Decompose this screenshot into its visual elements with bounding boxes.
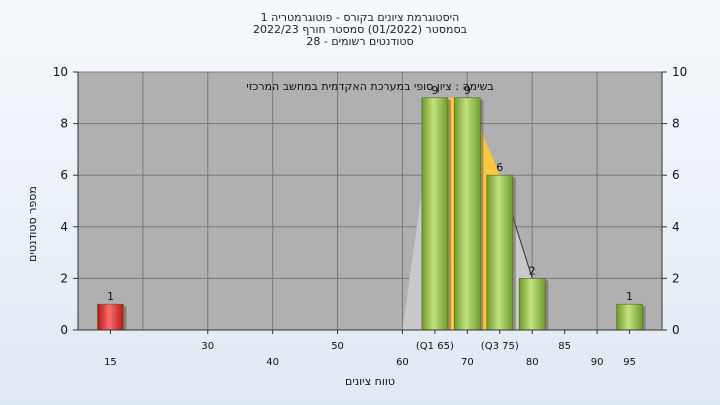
y-tick-label-right: 8 xyxy=(672,117,680,131)
bar-data-label: 2 xyxy=(529,264,536,277)
y-tick-label-left: 10 xyxy=(53,65,68,79)
bar-data-label: 1 xyxy=(626,290,633,303)
plot-area xyxy=(77,71,663,331)
y-axis-label: מספר סטודנטים xyxy=(26,186,39,262)
bar xyxy=(454,97,481,331)
y-tick-label-right: 4 xyxy=(672,220,680,234)
x-tick-label-upper: (Q3 75) xyxy=(481,341,519,352)
bar-data-label: 9 xyxy=(464,84,471,97)
chart-annotation: בשימה : ציון סופי במערכת האקדמית במחשב ה… xyxy=(246,80,494,93)
bar-data-label: 1 xyxy=(107,290,114,303)
y-tick-label-right: 6 xyxy=(672,168,680,182)
chart-title-line-3: סטודנטים רשומים - 28 xyxy=(306,35,414,48)
chart-title-line-2: בסמסטר (01/2022) סמסטר חורף 2022/23 xyxy=(253,23,467,36)
x-tick-label-lower: 40 xyxy=(266,357,279,368)
x-tick-label-upper: 50 xyxy=(331,341,344,352)
y-tick-label-left: 0 xyxy=(60,323,68,337)
x-tick-label-upper: (Q1 65) xyxy=(416,341,454,352)
x-tick-label-lower: 70 xyxy=(461,357,474,368)
bar xyxy=(421,97,449,331)
y-tick-label-right: 2 xyxy=(672,271,680,285)
chart-title-line-1: היסטוגרמת ציונים בקורס - פוטוגרמטריה 1 xyxy=(260,11,460,24)
bars: 1 9 9 6 2 1 xyxy=(97,84,646,331)
bar xyxy=(97,303,124,331)
x-tick-label-lower: 80 xyxy=(526,357,539,368)
bar xyxy=(616,303,643,331)
y-tick-label-left: 6 xyxy=(60,168,68,182)
y-tick-label-right: 10 xyxy=(672,65,687,79)
bar xyxy=(518,278,546,331)
x-tick-label-lower: 60 xyxy=(396,357,409,368)
x-tick-label-lower: 95 xyxy=(623,357,636,368)
x-tick-label-upper: 30 xyxy=(201,341,214,352)
y-tick-label-left: 8 xyxy=(60,117,68,131)
y-tick-label-left: 4 xyxy=(60,220,68,234)
x-tick-label-upper: 85 xyxy=(558,341,571,352)
x-tick-label-lower: 15 xyxy=(104,357,117,368)
bar xyxy=(486,174,514,331)
bar-data-label: 9 xyxy=(431,84,438,97)
y-tick-label-left: 2 xyxy=(60,271,68,285)
bar-data-label: 6 xyxy=(496,161,503,174)
axes: 0 0 2 2 4 4 6 6 8 8 10 10 30 50 (Q1 65) (Q3 75) 85 15 40 60… xyxy=(53,65,688,368)
x-tick-label-lower: 90 xyxy=(591,357,604,368)
x-axis-label: טווח ציונים xyxy=(345,375,395,388)
y-tick-label-right: 0 xyxy=(672,323,680,337)
